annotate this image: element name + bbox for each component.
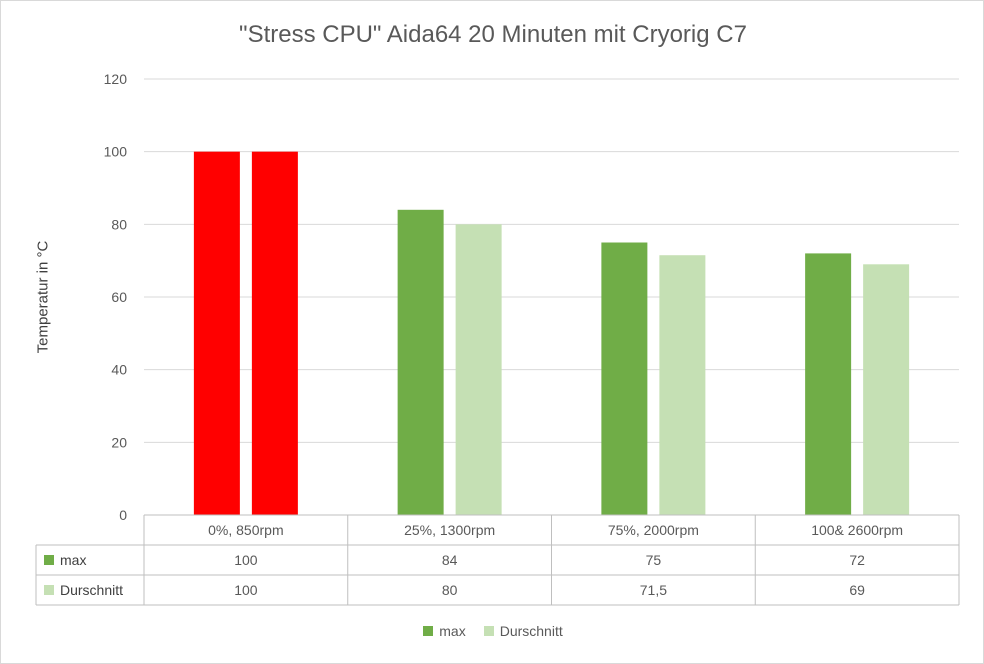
legend-item-max: max [423, 623, 466, 639]
x-category-label: 25%, 1300rpm [404, 522, 495, 538]
bar-durschnitt [455, 224, 502, 516]
table-legend-swatch [44, 555, 54, 565]
data-label: 72 [849, 552, 865, 568]
y-tick-label: 60 [111, 289, 127, 305]
y-tick-label: 120 [104, 71, 128, 87]
y-tick-label: 40 [111, 362, 127, 378]
legend-swatch-max [423, 626, 434, 636]
bar-max [397, 209, 444, 516]
data-label: 80 [442, 582, 458, 598]
table-legend-swatch [44, 585, 54, 595]
data-label: 100 [234, 552, 258, 568]
chart-title: "Stress CPU" Aida64 20 Minuten mit Cryor… [239, 21, 747, 48]
legend-label-max: max [439, 623, 466, 639]
data-label: 100 [234, 582, 258, 598]
y-tick-label: 100 [104, 144, 128, 160]
bar-durschnitt [251, 151, 298, 515]
legend-swatch-durschnitt [483, 626, 494, 636]
table-series-label: Durschnitt [60, 582, 123, 598]
table-series-label: max [60, 552, 86, 568]
legend-label-durschnitt: Durschnitt [499, 623, 563, 639]
y-tick-label: 80 [111, 216, 127, 232]
chart-plot: 0 20 40 60 80 100 120 0%, 850rpm 25%, 1300rpm 75%… [35, 71, 960, 606]
data-label: 69 [849, 582, 865, 598]
data-label: 71,5 [640, 582, 667, 598]
bar-durschnitt [659, 255, 706, 515]
data-label: 84 [442, 552, 458, 568]
x-category-label: 75%, 2000rpm [608, 522, 699, 538]
x-category-label: 0%, 850rpm [208, 522, 283, 538]
y-tick-label: 20 [111, 434, 127, 450]
data-label: 75 [646, 552, 662, 568]
bar-max [805, 253, 852, 515]
bar-max [193, 151, 240, 515]
y-tick-label: 0 [119, 507, 127, 523]
bar-max [601, 242, 648, 515]
legend-item-durschnitt: Durschnitt [483, 623, 563, 639]
legend: max Durschnitt [1, 623, 984, 639]
bar-durschnitt [863, 264, 910, 515]
x-category-label: 100& 2600rpm [811, 522, 903, 538]
